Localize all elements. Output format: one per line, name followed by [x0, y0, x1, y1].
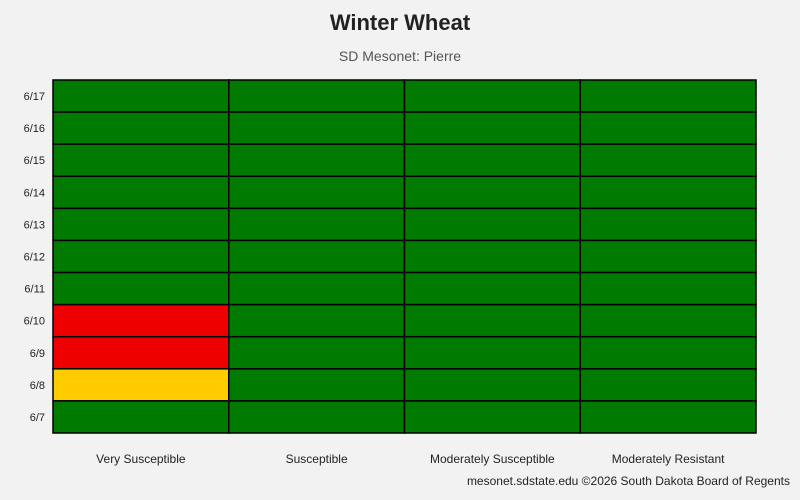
row-label: 6/9: [30, 348, 45, 360]
heatmap-cell-6-16-col4: [579, 111, 757, 145]
row-label: 6/7: [30, 412, 45, 424]
heatmap-cell-6-10-col2: [228, 303, 406, 338]
heatmap-cell-6-12-col3: [403, 239, 581, 274]
heatmap-cell-6-17-col2: [228, 79, 406, 113]
heatmap-cell-6-11-col1: [52, 271, 230, 306]
heatmap-cell-6-17-col3: [403, 79, 581, 113]
heatmap-cell-6-17-col4: [579, 79, 757, 113]
heatmap-cell-6-14-col1: [52, 175, 230, 210]
heatmap-cell-6-9-col4: [579, 335, 757, 370]
footer-credit: mesonet.sdstate.edu ©2026 South Dakota B…: [466, 474, 790, 488]
heatmap-cell-6-13-col3: [403, 207, 581, 242]
heatmap-cell-6-16-col3: [403, 111, 581, 145]
heatmap-cell-6-8-col2: [228, 368, 406, 402]
heatmap-cell-6-15-col2: [228, 143, 406, 178]
chart-title: Winter Wheat: [329, 10, 471, 35]
heatmap-cell-6-13-col2: [228, 207, 406, 242]
column-label: Moderately Resistant: [612, 452, 725, 466]
heatmap-cell-6-12-col1: [52, 239, 230, 274]
heatmap-cell-6-7-col3: [403, 400, 581, 434]
heatmap-cell-6-9-col3: [403, 335, 581, 370]
heatmap-cell-6-16-col1: [52, 111, 230, 145]
chart-subtitle: SD Mesonet: Pierre: [338, 48, 462, 64]
heatmap-cell-6-11-col2: [228, 271, 406, 306]
heatmap-cell-6-9-col1: [52, 335, 230, 370]
row-label: 6/12: [24, 252, 45, 264]
heatmap-cell-6-15-col3: [403, 143, 581, 178]
heatmap-cell-6-9-col2: [228, 335, 406, 370]
row-label: 6/16: [24, 123, 45, 135]
column-label: Susceptible: [286, 452, 348, 466]
row-label: 6/15: [24, 155, 45, 167]
heatmap-cell-6-13-col4: [579, 207, 757, 242]
row-label: 6/11: [24, 284, 45, 296]
row-label: 6/14: [24, 187, 45, 199]
heatmap-cell-6-12-col4: [579, 239, 757, 274]
column-label: Moderately Susceptible: [430, 452, 555, 466]
heatmap-cell-6-15-col1: [52, 143, 230, 178]
row-label: 6/13: [24, 219, 45, 231]
heatmap-cell-6-13-col1: [52, 207, 230, 242]
heatmap-cell-6-14-col2: [228, 175, 406, 210]
heatmap-cell-6-7-col4: [579, 400, 757, 434]
heatmap-cell-6-8-col4: [579, 368, 757, 402]
column-label: Very Susceptible: [96, 452, 186, 466]
heatmap-cell-6-17-col1: [52, 79, 230, 113]
heatmap-cell-6-16-col2: [228, 111, 406, 145]
heatmap-cell-6-15-col4: [579, 143, 757, 178]
heatmap-cell-6-14-col4: [579, 175, 757, 210]
heatmap-cell-6-8-col3: [403, 368, 581, 402]
heatmap-cell-6-7-col2: [228, 400, 406, 434]
heatmap-cell-6-11-col3: [403, 271, 581, 306]
heatmap-cell-6-10-col3: [403, 303, 581, 338]
heatmap-cell-6-7-col1: [52, 400, 230, 434]
row-label: 6/10: [24, 316, 45, 328]
row-label: 6/17: [24, 91, 45, 103]
heatmap-cell-6-11-col4: [579, 271, 757, 306]
heatmap-cell-6-10-col1: [52, 303, 230, 338]
heatmap-cell-6-14-col3: [403, 175, 581, 210]
heatmap-cell-6-10-col4: [579, 303, 757, 338]
heatmap-cell-6-12-col2: [228, 239, 406, 274]
heatmap-cell-6-8-col1: [52, 368, 230, 402]
row-label: 6/8: [30, 380, 45, 392]
